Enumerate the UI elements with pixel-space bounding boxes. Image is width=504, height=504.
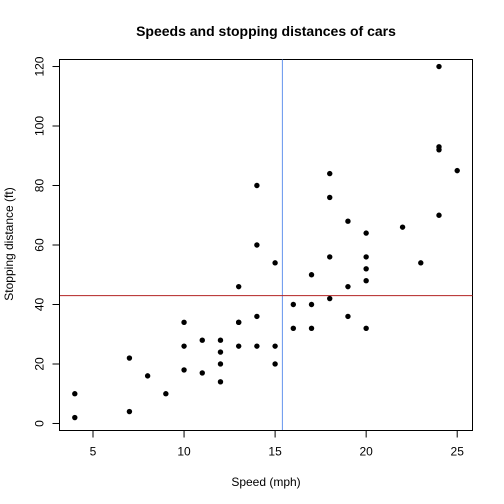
y-axis: 0 20 40 60 80 100 120 [33, 56, 60, 427]
data-point [254, 242, 260, 248]
data-point [72, 414, 78, 421]
y-tick-label: 120 [33, 56, 47, 76]
data-point [217, 379, 224, 385]
y-tick-label: 80 [33, 179, 47, 193]
data-point [308, 272, 315, 278]
plot-frame [59, 59, 473, 431]
data-point [181, 367, 187, 373]
data-point [254, 313, 260, 320]
data-point [327, 254, 333, 260]
data-point [163, 391, 169, 397]
data-point [290, 301, 297, 308]
data-point [363, 266, 369, 272]
data-point [199, 337, 205, 343]
data-point [126, 408, 133, 415]
y-tick-label: 100 [33, 116, 47, 136]
y-tick-label: 60 [33, 238, 47, 252]
reference-lines [59, 59, 473, 431]
data-point [436, 212, 442, 218]
data-point [254, 343, 260, 349]
data-point [418, 260, 424, 266]
data-point [272, 343, 278, 349]
data-point [72, 391, 78, 397]
x-tick-label: 5 [90, 445, 97, 459]
data-point [144, 373, 151, 379]
data-point [363, 230, 369, 236]
data-point [235, 319, 242, 326]
data-point [327, 295, 333, 302]
data-point [272, 260, 278, 266]
data-point [308, 301, 315, 308]
data-point [235, 283, 242, 290]
x-tick-label: 20 [359, 445, 373, 459]
data-point [454, 167, 460, 174]
data-points [72, 63, 460, 421]
x-tick-label: 15 [268, 445, 282, 459]
data-point [217, 361, 224, 367]
data-point [399, 224, 406, 230]
data-point [126, 355, 133, 361]
data-point [254, 182, 260, 189]
data-point [327, 170, 333, 177]
data-point [327, 194, 333, 201]
data-point [363, 325, 369, 331]
x-axis-label: Speed (mph) [231, 475, 300, 489]
data-point [363, 277, 369, 284]
data-point [272, 361, 278, 367]
y-tick-label: 40 [33, 297, 47, 311]
x-tick-label: 25 [451, 445, 465, 459]
data-point [345, 313, 351, 320]
data-point [235, 343, 242, 349]
data-point [363, 254, 369, 260]
data-point [217, 337, 224, 343]
y-tick-label: 0 [33, 420, 47, 427]
data-point [436, 144, 442, 150]
data-point [181, 319, 187, 326]
data-point [181, 343, 187, 349]
y-tick-label: 20 [33, 357, 47, 371]
data-point [345, 283, 351, 290]
data-point [308, 325, 315, 331]
data-point [199, 370, 205, 376]
data-point [345, 218, 351, 224]
data-point [217, 349, 224, 355]
data-point [290, 325, 297, 331]
x-tick-label: 10 [177, 445, 191, 459]
y-axis-label: Stopping distance (ft) [2, 187, 16, 300]
x-axis: 5 10 15 20 25 [90, 430, 465, 459]
chart-title: Speeds and stopping distances of cars [136, 23, 396, 39]
data-point [436, 63, 442, 70]
